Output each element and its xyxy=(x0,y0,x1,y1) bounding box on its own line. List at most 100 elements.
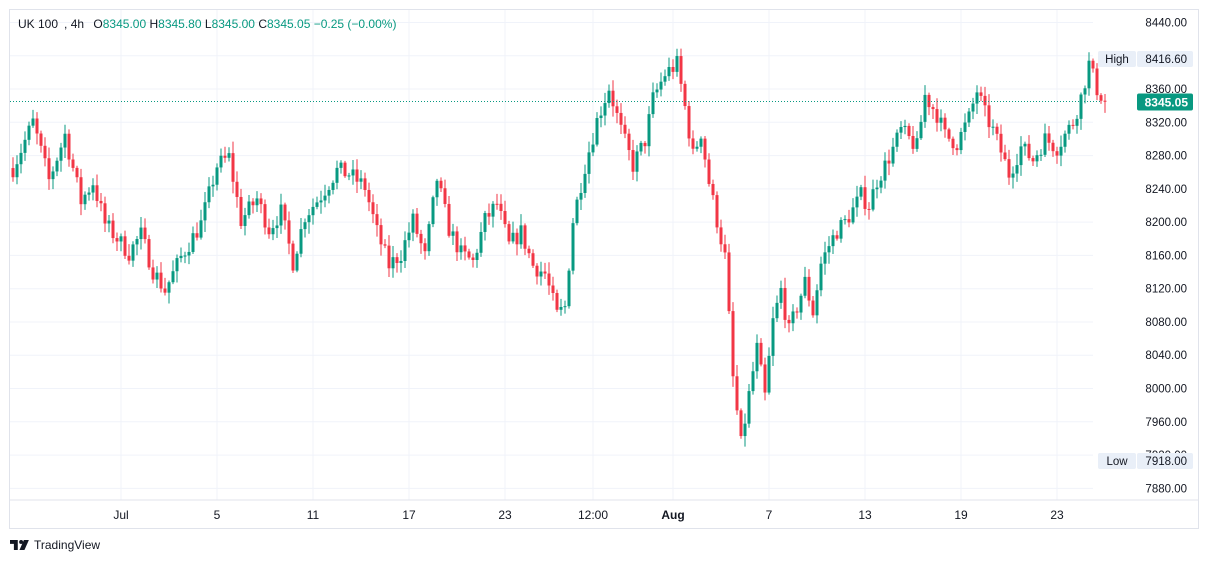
candle xyxy=(835,230,839,241)
candle xyxy=(563,300,567,314)
candle-body xyxy=(419,233,423,244)
candle-body xyxy=(991,126,995,128)
candle xyxy=(155,266,159,289)
candle xyxy=(1103,93,1107,113)
candle xyxy=(823,241,827,275)
candle xyxy=(363,172,367,197)
tradingview-branding[interactable]: TradingView xyxy=(10,538,100,552)
candle xyxy=(755,334,759,379)
candle xyxy=(979,86,983,102)
price-axis[interactable]: 7880.007920.007960.008000.008040.008080.… xyxy=(1145,17,1187,495)
candle-body xyxy=(1035,155,1039,162)
candle xyxy=(659,72,663,97)
price-tick-label: 7880.00 xyxy=(1145,483,1187,495)
chart-frame[interactable] xyxy=(9,9,1199,529)
candle-body xyxy=(883,160,887,181)
time-axis[interactable]: Jul 5 11 17 23 12:00 Aug 7 13 19 23 xyxy=(113,508,1064,522)
symbol-name[interactable]: UK 100 xyxy=(18,17,59,31)
candle-body xyxy=(803,276,807,296)
candle-body xyxy=(759,342,763,365)
candle-body xyxy=(155,272,159,280)
candle-body xyxy=(791,311,795,324)
candle xyxy=(751,361,755,395)
candle-body xyxy=(19,152,23,165)
candle xyxy=(619,103,623,135)
low-value: 8345.00 xyxy=(211,17,255,31)
candle xyxy=(571,218,575,275)
candle-body xyxy=(411,213,415,233)
candle xyxy=(655,83,659,98)
candle xyxy=(103,196,107,233)
candle-body xyxy=(231,153,235,182)
candle-body xyxy=(451,231,455,236)
candle xyxy=(791,304,795,332)
time-tick-label: Jul xyxy=(113,508,128,522)
candle xyxy=(411,209,415,242)
candle-body xyxy=(763,364,767,393)
candle xyxy=(879,176,883,194)
candle-body xyxy=(171,271,175,283)
candle xyxy=(679,48,683,92)
candle xyxy=(95,174,99,208)
candle-body xyxy=(995,126,999,134)
candle-body xyxy=(115,238,119,242)
candle xyxy=(359,170,363,190)
candle-body xyxy=(479,231,483,253)
candle xyxy=(415,208,419,238)
candle-body xyxy=(739,410,743,437)
candle xyxy=(335,160,339,190)
candle xyxy=(419,229,423,254)
candle xyxy=(799,293,803,320)
candle xyxy=(1035,150,1039,167)
candle-body xyxy=(1011,173,1015,178)
candle-body xyxy=(1003,152,1007,160)
candle-body xyxy=(827,246,831,253)
candle-body xyxy=(339,162,343,168)
candle-body xyxy=(1047,133,1051,143)
price-tick-label: 8040.00 xyxy=(1145,350,1187,362)
candle-body xyxy=(87,192,91,195)
candle xyxy=(183,251,187,264)
candle xyxy=(735,364,739,415)
candle-body xyxy=(1083,88,1087,95)
candle xyxy=(539,261,543,286)
candle xyxy=(231,141,235,194)
candle xyxy=(779,280,783,309)
candle xyxy=(631,139,635,180)
candle-body xyxy=(443,188,447,204)
candle xyxy=(19,143,23,174)
low-marker-value: 7918.00 xyxy=(1145,456,1187,468)
candle-body xyxy=(615,106,619,113)
interval-label[interactable]: 4h xyxy=(70,17,85,31)
candle xyxy=(955,144,959,156)
candle-body xyxy=(415,213,419,234)
candle xyxy=(907,123,911,140)
candle-body xyxy=(795,311,799,313)
candle xyxy=(947,127,951,142)
candle-body xyxy=(55,160,59,172)
candle xyxy=(1011,166,1015,189)
candle xyxy=(291,240,295,274)
candle xyxy=(1031,155,1035,167)
candle xyxy=(703,136,707,168)
candle xyxy=(323,184,327,208)
candle-body xyxy=(687,106,691,139)
candle-body xyxy=(487,213,491,217)
candle-body xyxy=(683,83,687,107)
candle-body xyxy=(199,220,203,238)
candle xyxy=(99,192,103,212)
price-tick-label: 8240.00 xyxy=(1145,184,1187,196)
candle xyxy=(695,141,699,152)
candle xyxy=(399,250,403,273)
candle-body xyxy=(611,90,615,107)
candle xyxy=(403,231,407,269)
candle xyxy=(611,80,615,117)
candle xyxy=(995,123,999,141)
time-tick-label: 17 xyxy=(402,508,416,522)
candle-body xyxy=(355,169,359,182)
candle-body xyxy=(583,173,587,193)
high-value: 8345.80 xyxy=(158,17,202,31)
candle-body xyxy=(675,56,679,72)
candle xyxy=(259,193,263,214)
